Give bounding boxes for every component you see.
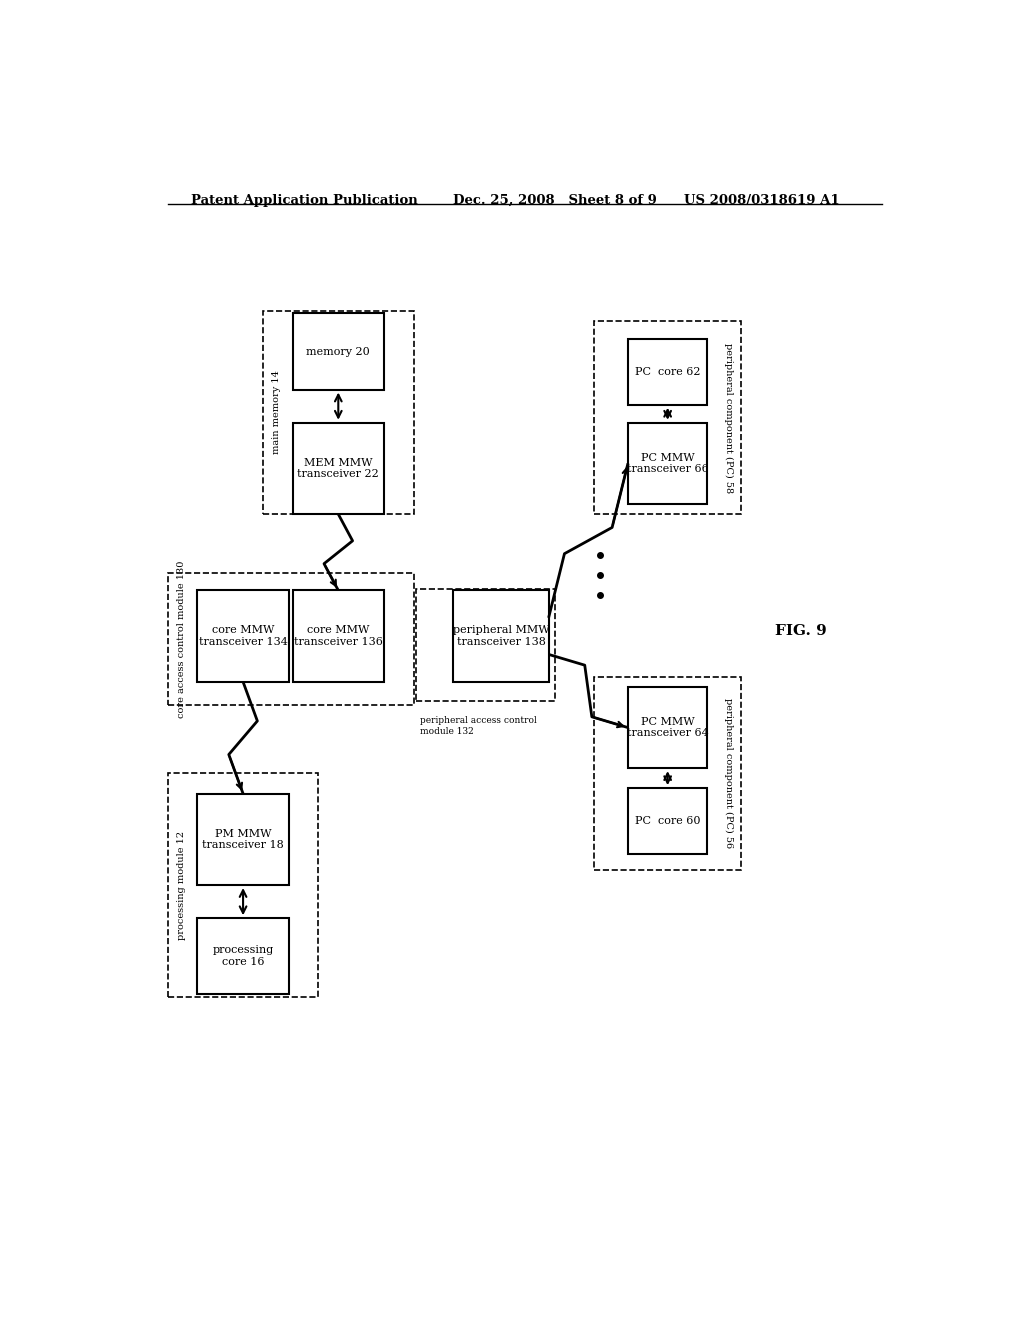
Bar <box>628 686 708 768</box>
Text: PC MMW
transceiver 64: PC MMW transceiver 64 <box>627 717 709 738</box>
Text: MEM MMW
transceiver 22: MEM MMW transceiver 22 <box>297 458 379 479</box>
Bar <box>198 919 289 994</box>
Text: PC  core 60: PC core 60 <box>635 816 700 826</box>
Text: FIG. 9: FIG. 9 <box>775 624 826 638</box>
Text: PC  core 62: PC core 62 <box>635 367 700 376</box>
Text: peripheral component (PC) 58: peripheral component (PC) 58 <box>724 342 733 492</box>
Text: memory 20: memory 20 <box>306 347 371 356</box>
Bar <box>293 422 384 515</box>
Text: processing module 12: processing module 12 <box>177 830 186 940</box>
Text: core MMW
transceiver 134: core MMW transceiver 134 <box>199 626 288 647</box>
Text: PM MMW
transceiver 18: PM MMW transceiver 18 <box>202 829 284 850</box>
Text: peripheral access control
module 132: peripheral access control module 132 <box>420 717 537 735</box>
Text: main memory 14: main memory 14 <box>272 371 282 454</box>
Bar <box>168 573 414 705</box>
Text: PC MMW
transceiver 66: PC MMW transceiver 66 <box>627 453 709 474</box>
Bar <box>293 590 384 682</box>
Bar <box>198 590 289 682</box>
Text: Dec. 25, 2008   Sheet 8 of 9: Dec. 25, 2008 Sheet 8 of 9 <box>454 194 657 207</box>
Bar <box>628 339 708 405</box>
Bar <box>198 793 289 886</box>
Bar <box>628 788 708 854</box>
Bar <box>168 774 318 997</box>
Text: peripheral MMW
transceiver 138: peripheral MMW transceiver 138 <box>453 626 549 647</box>
Bar <box>454 590 549 682</box>
Bar <box>594 677 741 870</box>
Bar <box>628 422 708 504</box>
Text: Patent Application Publication: Patent Application Publication <box>191 194 418 207</box>
Text: peripheral component (PC) 56: peripheral component (PC) 56 <box>724 698 733 849</box>
Bar <box>594 321 741 515</box>
Bar <box>416 589 555 701</box>
Bar <box>263 312 414 515</box>
Text: US 2008/0318619 A1: US 2008/0318619 A1 <box>684 194 839 207</box>
Text: processing
core 16: processing core 16 <box>212 945 273 968</box>
Text: core MMW
transceiver 136: core MMW transceiver 136 <box>294 626 383 647</box>
Bar <box>293 313 384 389</box>
Text: core access control module 130: core access control module 130 <box>177 561 186 718</box>
